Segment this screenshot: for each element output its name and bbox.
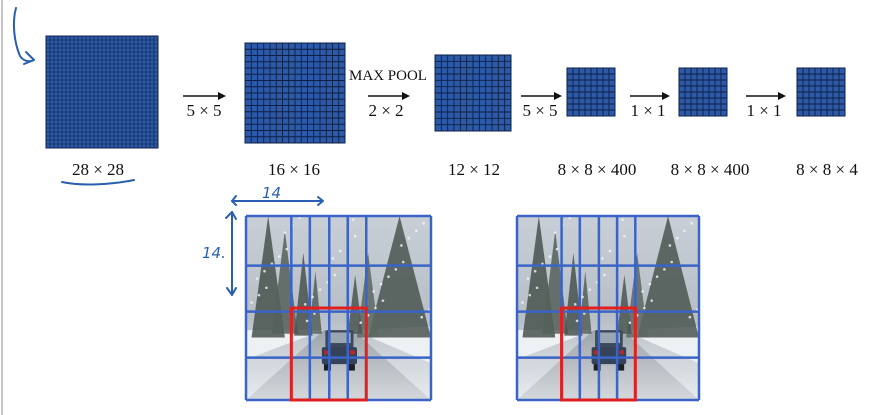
grid-label-8-4: 8 × 8 × 4 [796, 160, 858, 179]
feature-grid-5 [678, 67, 728, 117]
handwritten-hook-arrow [12, 7, 35, 65]
arrow-2: MAX POOL 2 × 2 [349, 68, 427, 120]
grid-label-8-400-a: 8 × 8 × 400 [558, 160, 637, 179]
pipeline-grids [45, 35, 846, 149]
handwritten-underline [61, 179, 135, 186]
feature-grid-6 [796, 67, 846, 117]
arrow-1: 5 × 5 [183, 92, 226, 120]
height-mark-text: 14. [202, 244, 226, 262]
left-photo [244, 214, 433, 402]
right-photo [515, 214, 701, 402]
grid-label-12: 12 × 12 [448, 160, 500, 179]
arrow-label-3: 5 × 5 [522, 101, 557, 120]
handwritten-height-annotation: 14. [202, 211, 237, 296]
grid-label-28: 28 × 28 [72, 160, 124, 179]
maxpool-title: MAX POOL [349, 68, 427, 84]
feature-grid-4 [566, 67, 616, 117]
feature-grid-1 [45, 35, 159, 149]
arrow-5: 1 × 1 [746, 92, 786, 120]
width-mark-text: 14 [262, 184, 281, 202]
feature-grid-3 [434, 54, 512, 132]
feature-grid-2 [244, 42, 346, 144]
handwritten-width-annotation: 14 [231, 184, 324, 206]
arrow-3: 5 × 5 [521, 92, 562, 120]
grid-label-8-400-b: 8 × 8 × 400 [671, 160, 750, 179]
arrow-4: 1 × 1 [630, 92, 670, 120]
arrow-label-2: 2 × 2 [368, 101, 403, 120]
arrow-label-4: 1 × 1 [630, 101, 665, 120]
arrow-label-5: 1 × 1 [746, 101, 781, 120]
arrow-label-1: 5 × 5 [186, 101, 221, 120]
grid-label-16: 16 × 16 [268, 160, 320, 179]
